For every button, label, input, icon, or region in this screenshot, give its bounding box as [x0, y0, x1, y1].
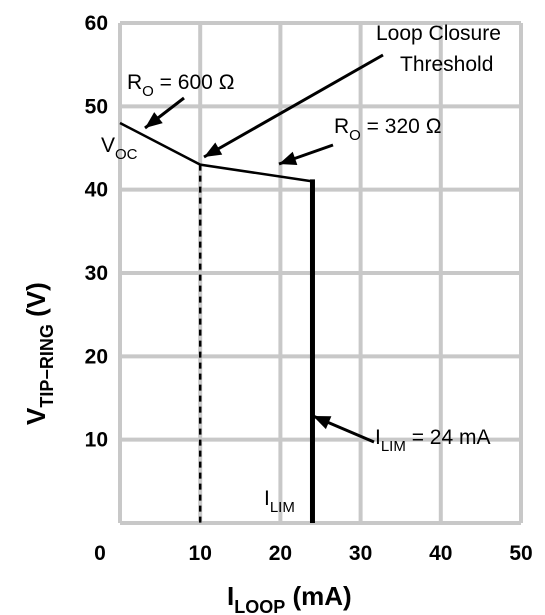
annotation-loop-closure-line1: Loop Closure: [376, 22, 501, 45]
grid: [118, 21, 523, 525]
x-tick-label: 40: [429, 542, 452, 565]
y-tick-label: 50: [85, 95, 108, 118]
annotation-ilim-24ma: ILIM = 24 mA: [375, 426, 491, 455]
x-axis-label: ILOOP (mA): [227, 581, 352, 615]
arrow-loop-closure-head: [204, 142, 223, 157]
annotation-ilim: ILIM: [264, 487, 295, 516]
arrow-ro-600-head: [145, 112, 163, 128]
annotation-ro-600: RO = 600 Ω: [127, 71, 235, 100]
annotation-voc: VOC: [101, 134, 138, 163]
x-tick-labels: 0 10 20 30 40 50: [94, 542, 533, 565]
y-tick-label: 40: [85, 179, 108, 202]
annotation-loop-closure-line2: Threshold: [400, 53, 493, 76]
x-tick-label: 20: [269, 542, 292, 565]
y-tick-label: 30: [85, 262, 108, 285]
y-tick-labels: 10 20 30 40 50 60: [85, 12, 108, 452]
x-tick-label: 0: [94, 542, 106, 565]
arrow-ilim-head: [313, 416, 332, 430]
annotation-arrows: [144, 53, 384, 444]
y-tick-label: 60: [85, 12, 108, 35]
y-axis-label: VTIP−RING (V): [21, 282, 57, 425]
series-lines: [119, 121, 315, 523]
x-tick-label: 50: [509, 542, 532, 565]
arrow-loop-closure: [203, 53, 384, 159]
x-tick-label: 30: [349, 542, 372, 565]
x-tick-label: 10: [189, 542, 212, 565]
y-tick-label: 10: [85, 429, 108, 452]
y-tick-label: 20: [85, 345, 108, 368]
arrow-ro-320-head: [279, 151, 298, 165]
annotation-ro-320: RO = 320 Ω: [334, 115, 442, 144]
